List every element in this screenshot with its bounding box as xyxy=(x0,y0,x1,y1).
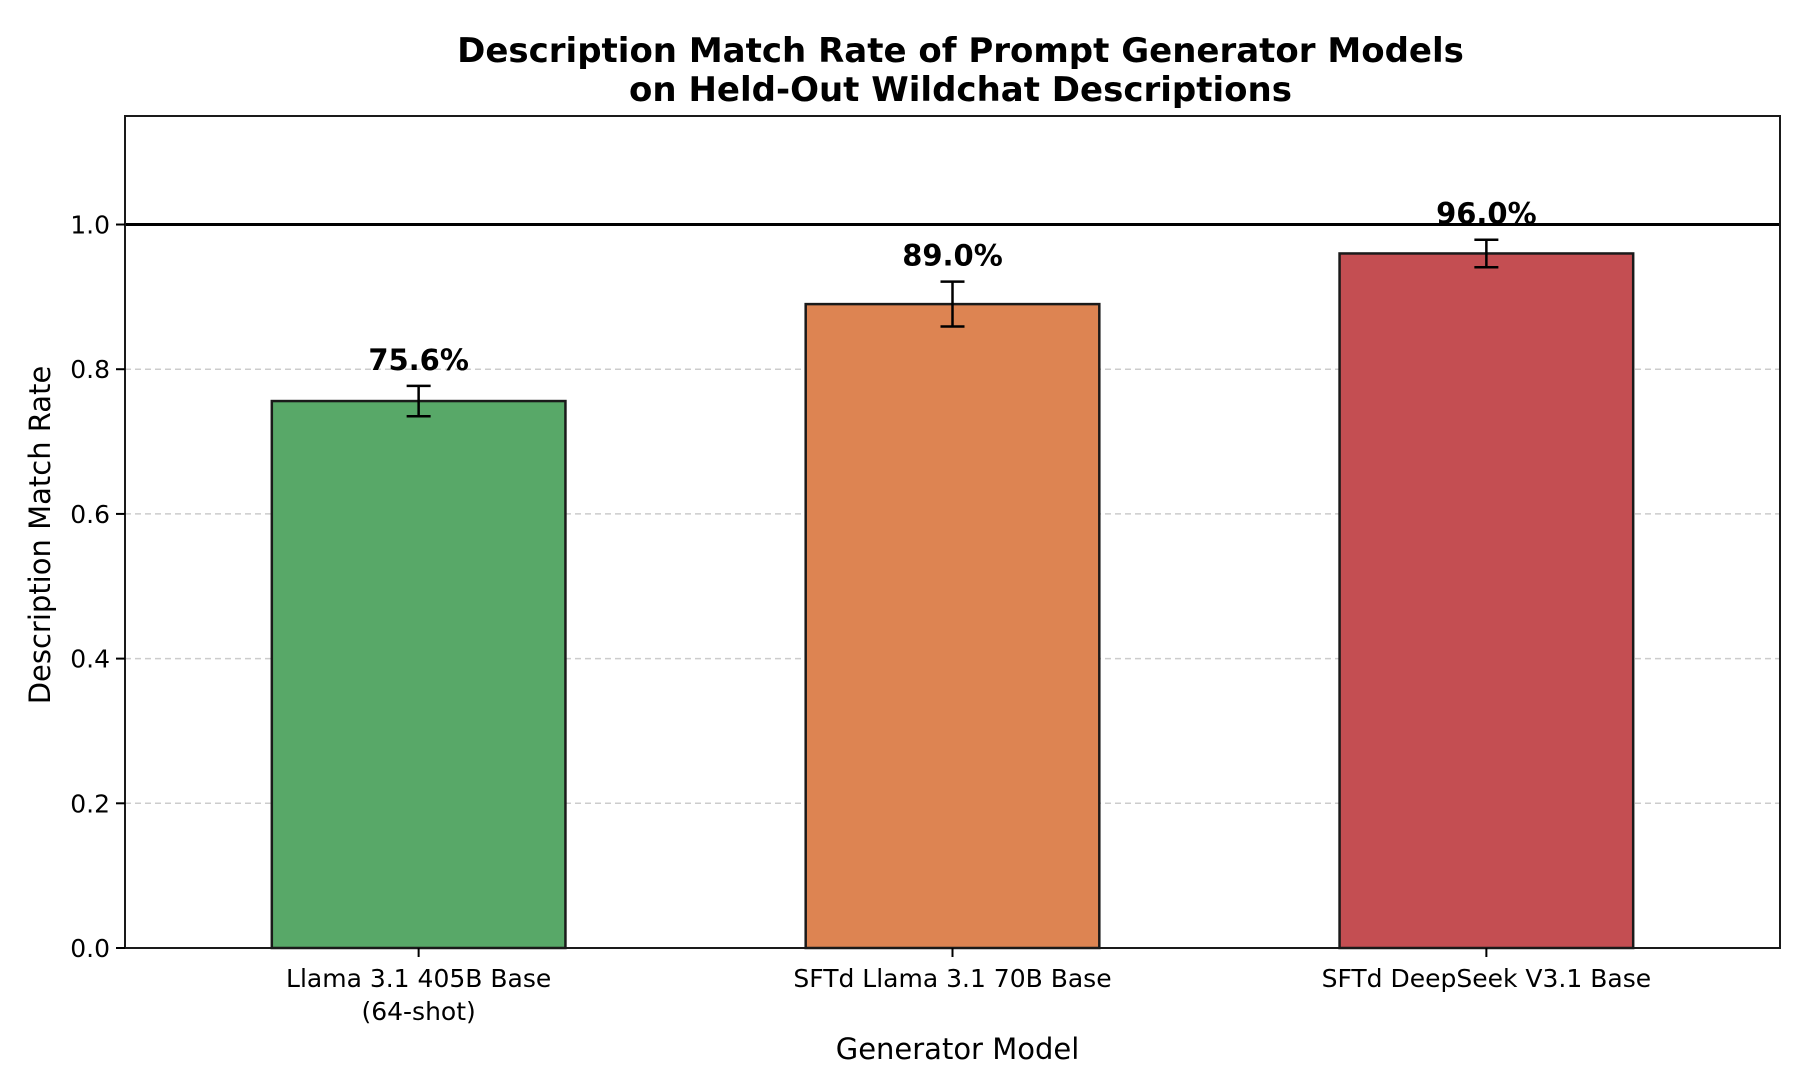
bar xyxy=(804,302,1101,950)
bar xyxy=(1338,252,1635,950)
y-tick-label: 0.2 xyxy=(70,789,110,818)
bar xyxy=(270,399,567,950)
x-tick-label: SFTd Llama 3.1 70B Base xyxy=(793,964,1111,993)
y-tick-label: 0.0 xyxy=(70,934,110,963)
y-tick-label: 1.0 xyxy=(70,211,110,240)
y-tick-label: 0.8 xyxy=(70,355,110,384)
y-tick-label: 0.4 xyxy=(70,645,110,674)
bar-value-label: 96.0% xyxy=(1436,197,1537,231)
bar-value-label: 75.6% xyxy=(368,343,469,377)
labels-layer: 75.6% 89.0% 96.0% Description Match Rate of… xyxy=(23,31,1537,1066)
bars-layer xyxy=(270,238,1635,950)
chart-title: Description Match Rate of Prompt Generat… xyxy=(457,31,1464,110)
x-tick-label: Llama 3.1 405B Base (64-shot) xyxy=(286,964,551,1026)
y-axis-label: Description Match Rate xyxy=(23,366,57,705)
y-tick-label: 0.6 xyxy=(70,500,110,529)
x-tick-label: SFTd DeepSeek V3.1 Base xyxy=(1322,964,1652,993)
bar-value-label: 89.0% xyxy=(902,239,1003,273)
ticks-layer: 0.0 0.2 0.4 0.6 0.8 1.0 Llama 3.1 405B Base (64… xyxy=(70,211,1651,1026)
x-axis-label: Generator Model xyxy=(836,1032,1080,1066)
